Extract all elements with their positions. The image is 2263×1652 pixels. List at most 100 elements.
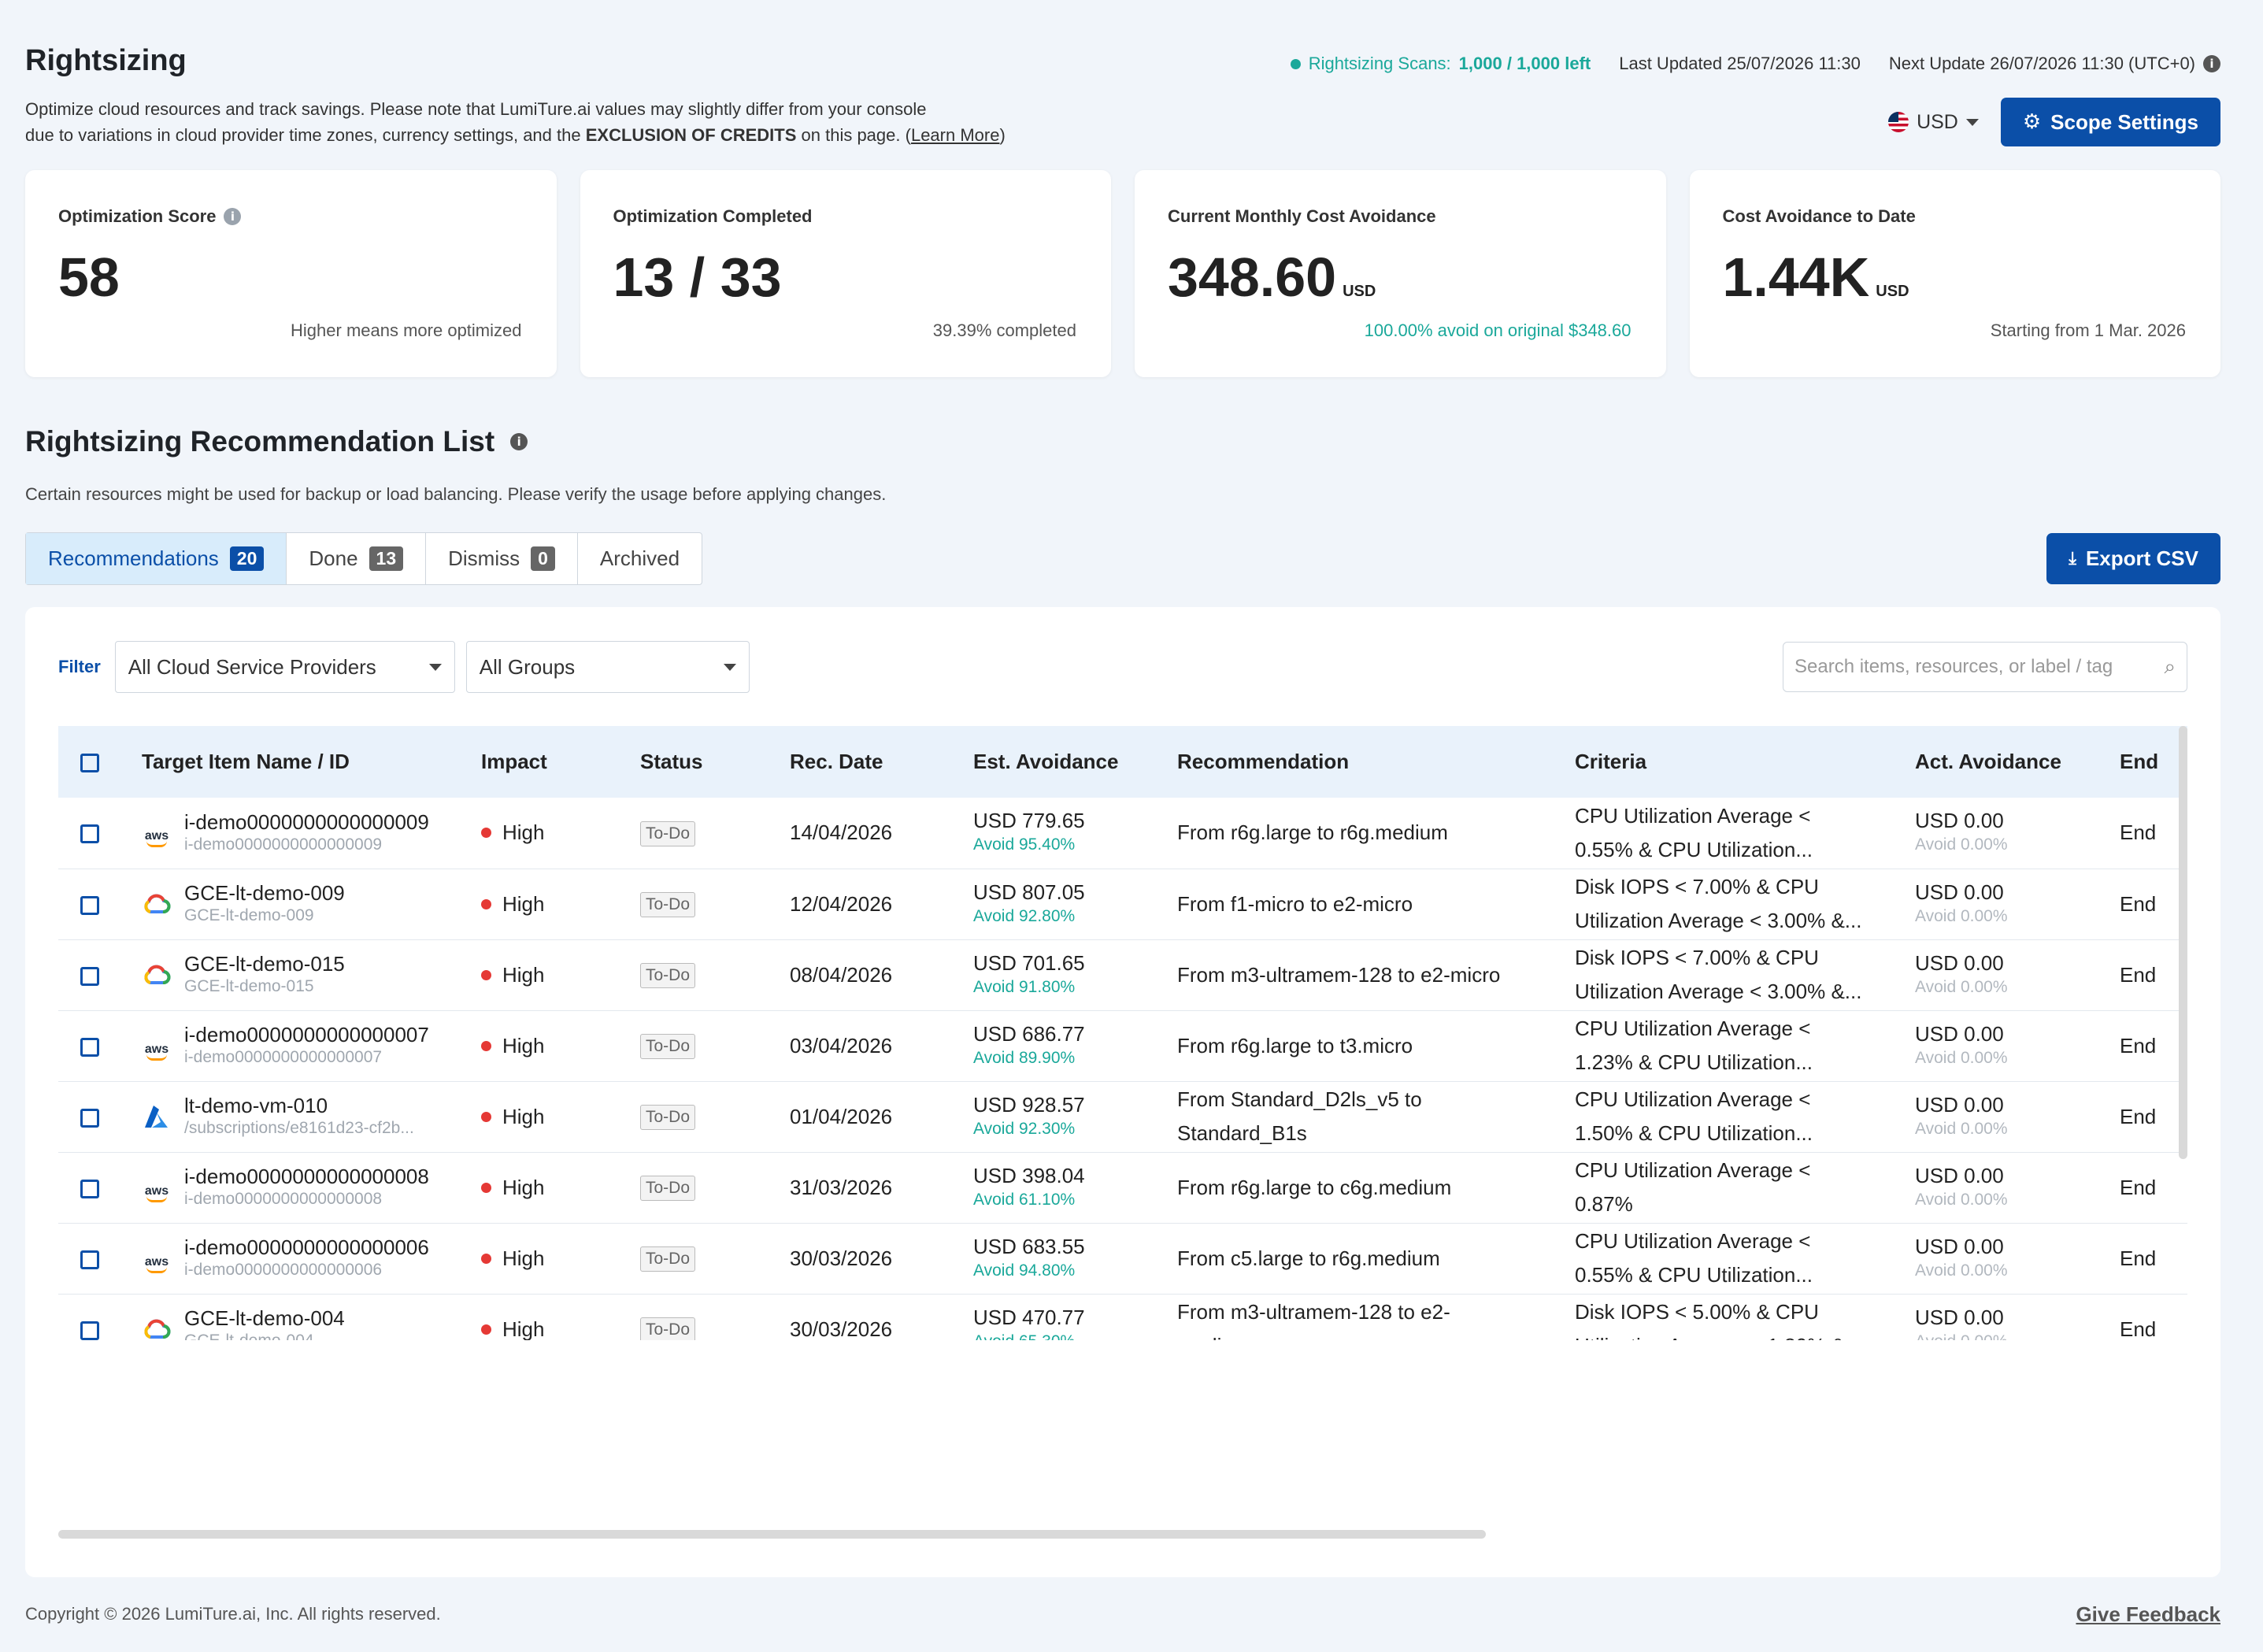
info-icon[interactable]: i	[2203, 55, 2220, 72]
target-name[interactable]: i-demo0000000000000009	[184, 809, 429, 834]
search-input[interactable]	[1794, 656, 2157, 678]
est-avoidance-pct: Avoid 92.30%	[973, 1119, 1076, 1138]
tab-dismiss[interactable]: Dismiss 0	[426, 533, 578, 584]
status-badge[interactable]: To-Do	[640, 963, 696, 988]
rec-date: 03/04/2026	[790, 1010, 973, 1082]
footer: Copyright © 2026 LumiTure.ai, Inc. All r…	[25, 1602, 2220, 1626]
end-action[interactable]: End	[2120, 1152, 2187, 1224]
row-checkbox[interactable]	[80, 1179, 99, 1198]
table-row[interactable]: aws i-demo0000000000000008 i-demo000000000…	[58, 1152, 2187, 1224]
status-badge[interactable]: To-Do	[640, 1105, 696, 1130]
info-icon[interactable]: i	[510, 433, 528, 450]
impact-label: High	[502, 962, 545, 987]
row-checkbox[interactable]	[80, 1250, 99, 1269]
end-action[interactable]: End	[2120, 1010, 2187, 1082]
target-name[interactable]: GCE-lt-demo-015	[184, 952, 345, 976]
est-avoidance: USD 779.65	[973, 809, 1085, 833]
target-name[interactable]: i-demo0000000000000008	[184, 1165, 429, 1188]
est-avoidance-pct: Avoid 95.40%	[973, 835, 1076, 854]
table-row[interactable]: GCE-lt-demo-004GCE-lt-demo-004 High To-Do 3…	[58, 1294, 2187, 1340]
impact-dot-icon	[481, 1040, 491, 1051]
provider-select[interactable]: All Cloud Service Providers	[114, 641, 455, 693]
give-feedback-link[interactable]: Give Feedback	[2076, 1602, 2220, 1626]
status-badge[interactable]: To-Do	[640, 1176, 696, 1201]
end-action[interactable]: End	[2120, 869, 2187, 940]
status-badge[interactable]: To-Do	[640, 1034, 696, 1059]
row-checkbox[interactable]	[80, 895, 99, 915]
row-checkbox[interactable]	[80, 966, 99, 986]
filter-label: Filter	[58, 657, 101, 676]
target-name[interactable]: GCE-lt-demo-009	[184, 881, 345, 905]
act-avoidance-pct: Avoid 0.00%	[1915, 906, 2008, 925]
learn-more-link[interactable]: Learn More	[910, 125, 1000, 145]
table-row[interactable]: aws i-demo0000000000000006 i-demo000000000…	[58, 1223, 2187, 1295]
est-avoidance: USD 807.05	[973, 880, 1085, 904]
caret-down-icon	[428, 663, 442, 671]
select-all-checkbox[interactable]	[80, 754, 99, 773]
row-checkbox[interactable]	[80, 1108, 99, 1128]
rec-date: 14/04/2026	[790, 798, 973, 869]
col-header-est-avoidance[interactable]: Est. Avoidance	[973, 726, 1177, 798]
end-action[interactable]: End	[2120, 1294, 2187, 1340]
horizontal-scrollbar[interactable]	[58, 1530, 1486, 1539]
end-action[interactable]: End	[2120, 1081, 2187, 1153]
google-cloud-icon	[142, 1318, 172, 1340]
status-badge[interactable]: To-Do	[640, 820, 696, 846]
target-name[interactable]: lt-demo-vm-010	[184, 1094, 328, 1117]
status-badge[interactable]: To-Do	[640, 1317, 696, 1340]
col-header-end[interactable]: End	[2120, 726, 2187, 798]
row-checkbox[interactable]	[80, 1320, 99, 1340]
est-avoidance: USD 686.77	[973, 1021, 1085, 1046]
table-row[interactable]: lt-demo-vm-010/subscriptions/e8161d23-cf…	[58, 1081, 2187, 1153]
col-header-act-avoidance[interactable]: Act. Avoidance	[1915, 726, 2120, 798]
card-cost-avoidance-to-date: Cost Avoidance to Date 1.44K USD Starting…	[1689, 170, 2220, 377]
table-row[interactable]: GCE-lt-demo-009 GCE-lt-demo-009 High To-Do 1…	[58, 869, 2187, 940]
impact-label: High	[502, 820, 545, 845]
end-action[interactable]: End	[2120, 798, 2187, 869]
target-name[interactable]: GCE-lt-demo-004	[184, 1306, 345, 1330]
criteria-text: CPU Utilization Average <	[1575, 803, 1811, 828]
col-header-target[interactable]: Target Item Name / ID	[142, 726, 481, 798]
target-id: GCE-lt-demo-015	[184, 977, 314, 995]
est-avoidance-pct: Avoid 92.80%	[973, 906, 1076, 925]
est-avoidance-pct: Avoid 91.80%	[973, 977, 1076, 996]
row-checkbox[interactable]	[80, 824, 99, 844]
vertical-scrollbar[interactable]	[2179, 726, 2187, 1159]
col-header-criteria[interactable]: Criteria	[1575, 726, 1915, 798]
target-name[interactable]: i-demo0000000000000006	[184, 1235, 429, 1259]
tab-archived[interactable]: Archived	[599, 546, 680, 570]
act-avoidance: USD 0.00	[1915, 1021, 2004, 1046]
table-row[interactable]: aws i-demo0000000000000009 i-demo000000000…	[58, 798, 2187, 869]
page-description: Optimize cloud resources and track savin…	[25, 99, 1006, 145]
group-select[interactable]: All Groups	[465, 641, 750, 693]
recommendation-text: From f1-micro to e2-micro	[1177, 891, 1413, 916]
status-badge[interactable]: To-Do	[640, 1246, 696, 1272]
tab-recommendations[interactable]: Recommendations 20	[26, 533, 287, 584]
table-row[interactable]: GCE-lt-demo-015 GCE-lt-demo-015 High To-Do 0…	[58, 939, 2187, 1011]
tab-done[interactable]: Done 13	[287, 533, 427, 584]
row-checkbox[interactable]	[80, 1037, 99, 1057]
scope-settings-button[interactable]: ⚙ Scope Settings	[2000, 98, 2220, 146]
criteria-text: CPU Utilization Average <	[1575, 1158, 1811, 1182]
act-avoidance: USD 0.00	[1915, 950, 2004, 975]
col-header-status[interactable]: Status	[640, 726, 790, 798]
currency-select[interactable]: USD	[1888, 111, 1979, 134]
end-action[interactable]: End	[2120, 939, 2187, 1011]
search-icon[interactable]: ⌕	[2164, 654, 2176, 679]
criteria-text: Disk IOPS < 7.00% & CPU	[1575, 875, 1819, 898]
col-header-impact[interactable]: Impact	[481, 726, 640, 798]
col-header-recommendation[interactable]: Recommendation	[1177, 726, 1575, 798]
table-row[interactable]: aws i-demo0000000000000007 i-demo000000000…	[58, 1010, 2187, 1082]
target-name[interactable]: i-demo0000000000000007	[184, 1023, 429, 1046]
status-badge[interactable]: To-Do	[640, 892, 696, 917]
impact-label: High	[502, 891, 545, 916]
caret-down-icon	[723, 663, 736, 671]
page-title: Rightsizing	[25, 44, 187, 77]
export-csv-button[interactable]: ⤓ Export CSV	[2046, 533, 2220, 584]
count-badge: 13	[369, 546, 404, 571]
info-icon[interactable]: i	[224, 208, 242, 225]
col-header-rec-date[interactable]: Rec. Date	[790, 726, 973, 798]
section-title: Rightsizing Recommendation List i	[25, 425, 528, 458]
end-action[interactable]: End	[2120, 1223, 2187, 1295]
act-avoidance-pct: Avoid 0.00%	[1915, 977, 2008, 996]
